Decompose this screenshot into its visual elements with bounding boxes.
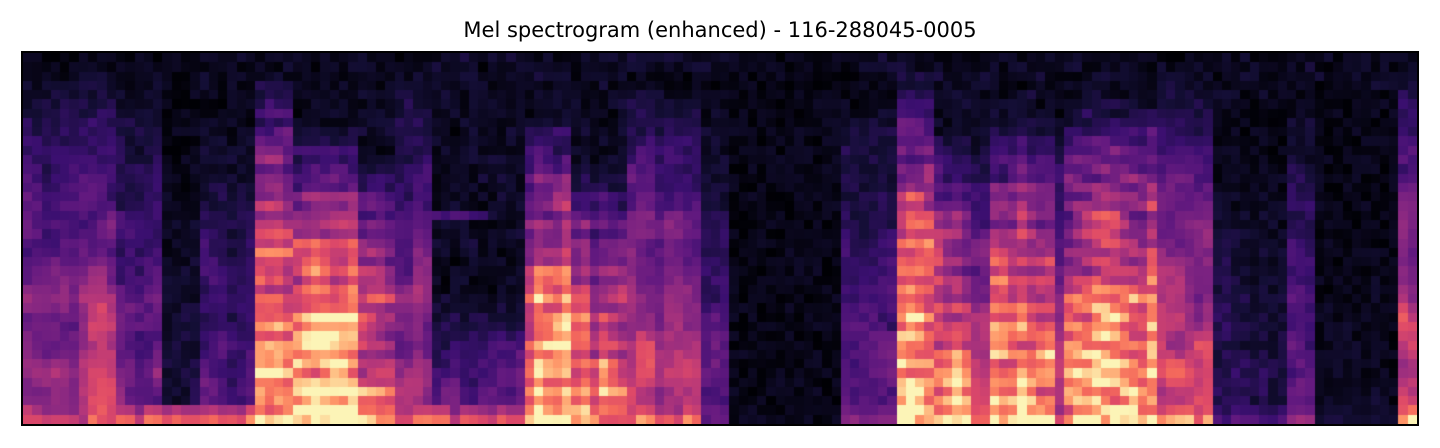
spectrogram-heatmap xyxy=(23,53,1417,424)
chart-title: Mel spectrogram (enhanced) - 116-288045-… xyxy=(463,18,977,42)
spectrogram-plot xyxy=(21,51,1419,426)
